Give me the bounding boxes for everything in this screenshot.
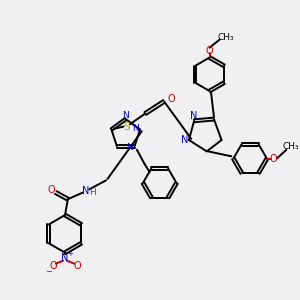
Text: N: N	[132, 124, 139, 133]
Text: CH₃: CH₃	[217, 33, 234, 42]
Text: H: H	[89, 188, 96, 197]
Text: N: N	[82, 186, 89, 196]
Text: +: +	[67, 251, 73, 257]
Text: O: O	[47, 185, 55, 195]
Text: O: O	[206, 46, 213, 56]
Text: N: N	[122, 110, 129, 119]
Text: CH₃: CH₃	[283, 142, 299, 151]
Text: O: O	[167, 94, 175, 104]
Text: O: O	[49, 261, 57, 271]
Text: O: O	[73, 261, 81, 271]
Text: N: N	[127, 143, 133, 152]
Text: N: N	[190, 111, 197, 121]
Text: S: S	[123, 122, 130, 132]
Text: N: N	[61, 253, 69, 263]
Text: −: −	[45, 267, 52, 276]
Text: O: O	[269, 154, 277, 164]
Text: N: N	[181, 135, 188, 145]
